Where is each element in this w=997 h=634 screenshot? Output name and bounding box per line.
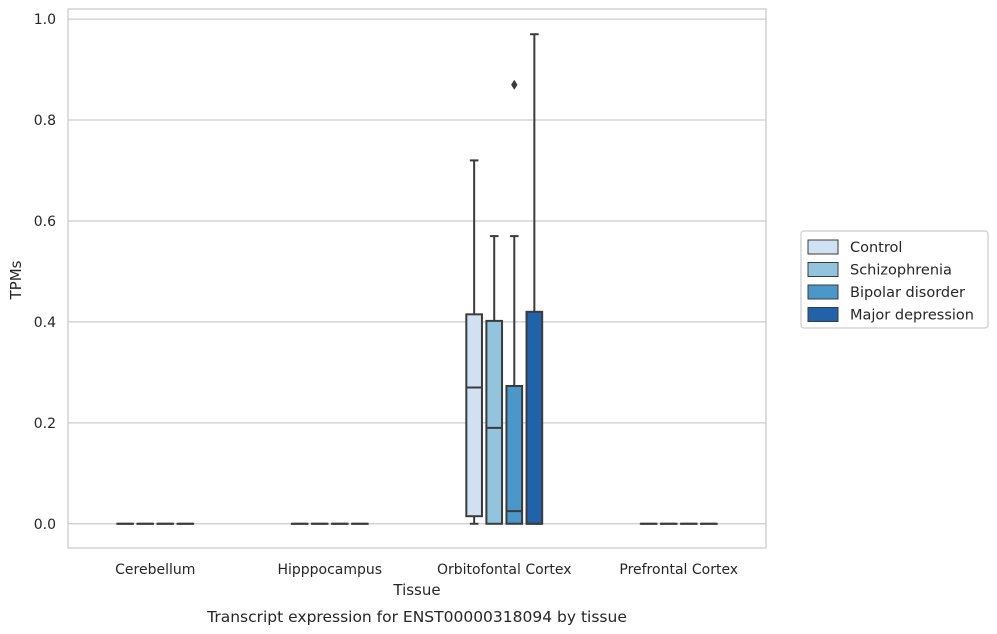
legend: Control Schizophrenia Bipolar disorder Majo…: [800, 230, 989, 329]
gridlines: [68, 18, 766, 525]
box-schizophrenia: [485, 235, 504, 525]
box-body: [485, 319, 504, 525]
y-tick-label: 1.0: [34, 12, 56, 28]
legend-swatch: [807, 307, 839, 322]
x-tick-label: Cerebellum: [115, 562, 195, 578]
chart-caption: Transcript expression for ENST0000031809…: [206, 608, 627, 626]
x-tick-label: Orbitofontal Cortex: [437, 562, 572, 578]
y-tick-label: 0.8: [34, 113, 56, 129]
y-tick-label: 0.2: [34, 416, 56, 432]
box-control: [465, 159, 483, 525]
box-body: [525, 310, 544, 525]
legend-label: Major depression: [850, 308, 974, 324]
y-tick-label: 0.0: [34, 517, 56, 533]
box-series: [116, 33, 718, 525]
y-tick-label: 0.6: [34, 214, 56, 230]
legend-label: Control: [850, 240, 902, 256]
x-axis-ticks: Cerebellum Hipppocampus Orbitofontal Corte…: [115, 562, 738, 578]
x-tick-label: Hipppocampus: [277, 562, 382, 578]
legend-label: Schizophrenia: [850, 263, 952, 279]
y-tick-label: 0.4: [34, 315, 56, 331]
outlier-marker: [511, 79, 518, 90]
plot-area-frame: [67, 8, 767, 549]
y-axis-ticks: 0.0 0.2 0.4 0.6 0.8 1.0: [34, 12, 56, 533]
legend-swatch: [807, 262, 839, 277]
legend-swatch: [807, 284, 839, 300]
x-tick-label: Prefrontal Cortex: [619, 562, 738, 578]
box-body: [505, 384, 524, 525]
y-axis-label: TPMs: [7, 260, 25, 300]
box-bipolar-disorder: [505, 79, 524, 525]
legend-frame: [800, 230, 989, 329]
box-body: [465, 313, 483, 518]
legend-swatch: [807, 239, 839, 255]
x-axis-label: Tissue: [392, 581, 440, 599]
box-major-depression: [525, 33, 544, 525]
legend-label: Bipolar disorder: [850, 285, 965, 301]
